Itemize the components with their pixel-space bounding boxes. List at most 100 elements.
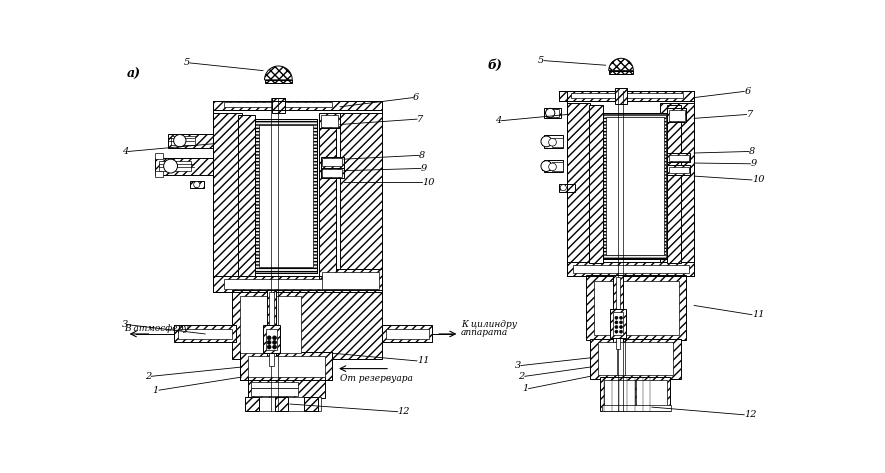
Bar	[587, 275, 687, 340]
Text: 5: 5	[183, 59, 190, 68]
Bar	[248, 397, 320, 411]
Text: 2: 2	[145, 372, 151, 381]
Bar	[304, 397, 318, 411]
Text: б): б)	[488, 59, 503, 72]
Bar	[319, 113, 340, 128]
Text: 12: 12	[744, 410, 757, 419]
Circle shape	[615, 316, 618, 319]
Bar	[274, 397, 289, 411]
Bar	[255, 119, 317, 273]
Text: 1: 1	[153, 385, 159, 394]
Bar	[319, 114, 336, 276]
Bar	[159, 161, 191, 172]
Bar	[613, 312, 622, 335]
Circle shape	[615, 321, 618, 324]
Bar	[669, 167, 689, 173]
Text: 10: 10	[752, 175, 765, 184]
Text: 5: 5	[538, 56, 544, 65]
Circle shape	[267, 341, 271, 344]
Circle shape	[615, 325, 618, 329]
Bar	[598, 342, 673, 375]
Wedge shape	[609, 58, 634, 70]
Circle shape	[267, 345, 271, 349]
Text: 10: 10	[422, 178, 435, 187]
Text: а): а)	[127, 68, 141, 81]
Text: 4: 4	[496, 116, 502, 125]
Bar	[615, 88, 627, 104]
Bar	[248, 356, 325, 377]
Bar	[669, 155, 689, 161]
Bar	[667, 105, 681, 263]
Bar	[589, 105, 603, 263]
Bar	[667, 166, 690, 175]
Bar	[168, 134, 213, 148]
Text: 7: 7	[417, 114, 423, 123]
Text: В атмосферу: В атмосферу	[125, 324, 189, 333]
Circle shape	[273, 345, 276, 349]
Bar	[605, 117, 664, 255]
Bar	[340, 113, 382, 292]
Circle shape	[560, 184, 566, 191]
Bar	[155, 171, 163, 177]
Bar	[240, 352, 332, 380]
Bar	[559, 91, 694, 101]
Text: 11: 11	[417, 357, 429, 366]
Text: 6: 6	[744, 87, 750, 96]
Bar	[386, 329, 428, 339]
Text: 11: 11	[752, 310, 765, 319]
Text: 7: 7	[747, 110, 753, 119]
Bar	[559, 184, 575, 192]
Bar	[602, 405, 671, 411]
Bar	[248, 377, 325, 398]
Bar	[544, 160, 563, 172]
Text: 12: 12	[397, 407, 411, 416]
Circle shape	[620, 325, 622, 329]
Bar	[667, 108, 687, 122]
Bar	[259, 124, 313, 267]
Circle shape	[273, 341, 276, 344]
Bar	[544, 107, 561, 118]
Text: 8: 8	[419, 151, 426, 160]
Bar	[320, 167, 344, 178]
Bar	[567, 103, 590, 276]
Bar	[667, 153, 690, 162]
Bar	[155, 158, 213, 175]
Bar	[611, 308, 626, 338]
Bar	[322, 169, 342, 177]
Text: 2: 2	[519, 372, 525, 381]
Wedge shape	[265, 66, 292, 80]
Bar	[240, 296, 302, 353]
Bar	[263, 325, 280, 353]
Bar	[590, 339, 681, 378]
Circle shape	[541, 136, 551, 147]
Bar	[551, 138, 563, 147]
Text: 9: 9	[421, 164, 427, 173]
Bar	[251, 388, 297, 395]
Circle shape	[620, 330, 622, 333]
Bar	[567, 263, 694, 276]
Bar	[178, 329, 232, 339]
Circle shape	[620, 321, 622, 324]
Bar	[225, 279, 374, 289]
Circle shape	[173, 134, 186, 147]
Text: 6: 6	[413, 93, 419, 102]
Bar	[269, 292, 273, 366]
Bar	[238, 114, 255, 276]
Bar	[616, 277, 620, 350]
Text: 8: 8	[749, 147, 755, 156]
Circle shape	[273, 336, 276, 340]
Bar	[551, 162, 563, 172]
Bar	[543, 138, 550, 145]
Circle shape	[549, 163, 557, 171]
Bar	[320, 157, 344, 167]
Circle shape	[194, 182, 200, 188]
Text: аппарата: аппарата	[461, 328, 508, 337]
Circle shape	[620, 316, 622, 319]
Text: От резервуара: От резервуара	[340, 374, 413, 383]
Bar	[659, 103, 694, 276]
Bar	[267, 290, 276, 367]
Bar	[225, 102, 332, 107]
Bar	[174, 325, 236, 342]
Bar	[603, 113, 666, 259]
Bar	[604, 380, 635, 408]
